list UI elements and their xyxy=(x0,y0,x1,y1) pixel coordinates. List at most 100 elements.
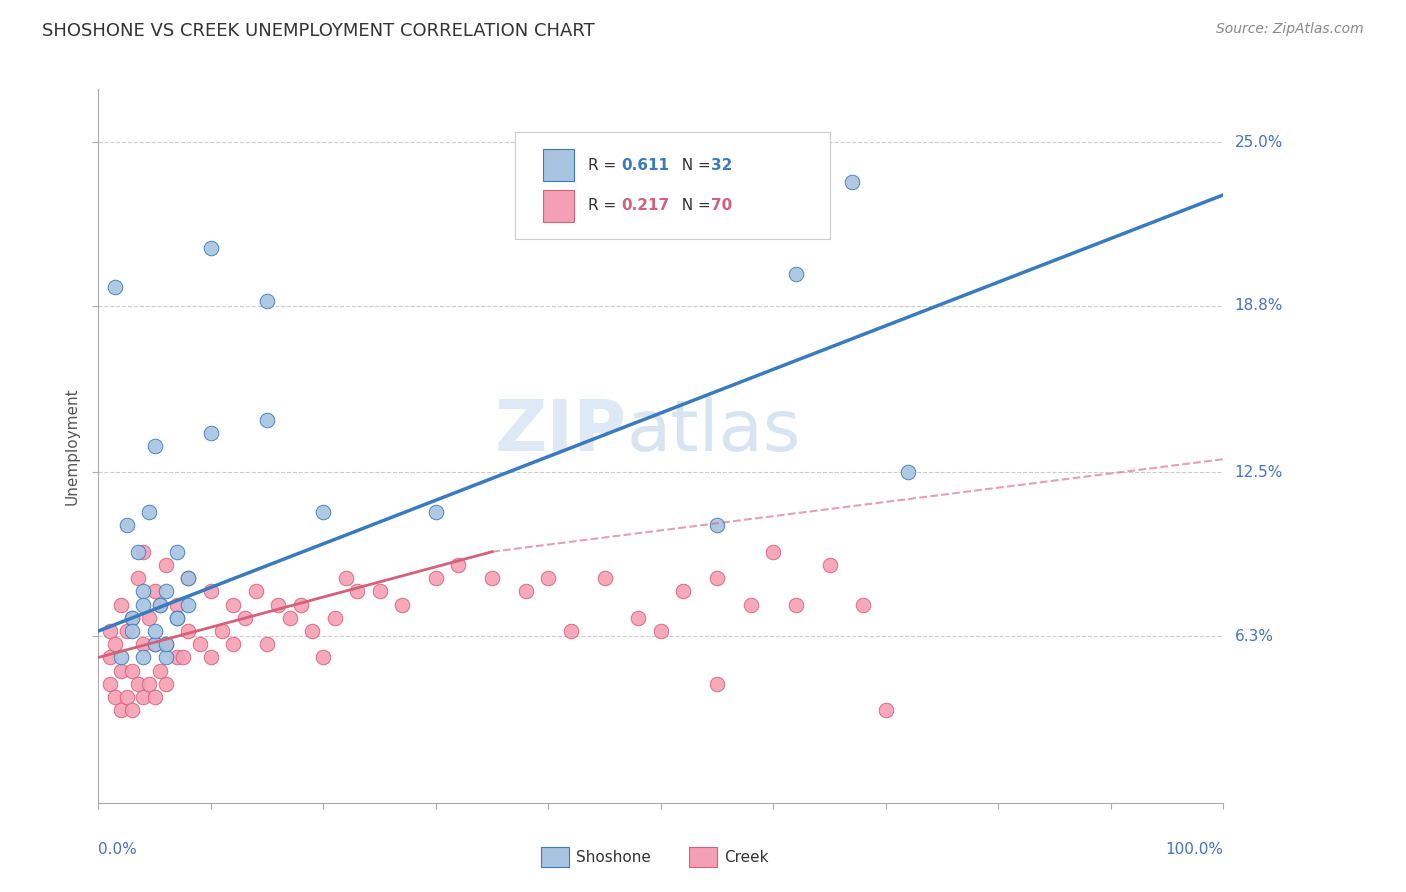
Point xyxy=(166,598,188,612)
Point xyxy=(121,624,143,638)
Point xyxy=(447,558,470,572)
Point xyxy=(132,598,155,612)
Point xyxy=(515,584,537,599)
Point xyxy=(172,650,194,665)
Point xyxy=(425,505,447,519)
Text: R =: R = xyxy=(588,158,621,173)
Text: 32: 32 xyxy=(711,158,733,173)
Point xyxy=(706,518,728,533)
Point xyxy=(200,241,222,255)
Point xyxy=(115,518,138,533)
Point xyxy=(301,624,323,638)
Point xyxy=(155,677,177,691)
FancyBboxPatch shape xyxy=(543,149,574,181)
Point xyxy=(127,677,149,691)
Text: 70: 70 xyxy=(711,198,733,213)
Point xyxy=(481,571,503,585)
Text: R =: R = xyxy=(588,198,621,213)
Point xyxy=(672,584,695,599)
Point xyxy=(177,571,200,585)
Point xyxy=(115,624,138,638)
Point xyxy=(200,425,222,440)
Point xyxy=(132,545,155,559)
Point xyxy=(121,611,143,625)
Point xyxy=(143,584,166,599)
Point xyxy=(233,611,256,625)
Text: N =: N = xyxy=(672,158,716,173)
Point xyxy=(132,637,155,651)
Point xyxy=(312,650,335,665)
Point xyxy=(104,637,127,651)
Point xyxy=(188,637,211,651)
Point xyxy=(121,664,143,678)
Point xyxy=(110,650,132,665)
Point xyxy=(155,558,177,572)
Text: 100.0%: 100.0% xyxy=(1166,842,1223,857)
Point xyxy=(143,637,166,651)
Text: 0.0%: 0.0% xyxy=(98,842,138,857)
Point xyxy=(785,598,807,612)
Point xyxy=(110,703,132,717)
Point xyxy=(104,690,127,704)
Point xyxy=(323,611,346,625)
Point xyxy=(290,598,312,612)
Point xyxy=(143,439,166,453)
Point xyxy=(98,624,121,638)
Point xyxy=(368,584,391,599)
Text: Source: ZipAtlas.com: Source: ZipAtlas.com xyxy=(1216,22,1364,37)
Point xyxy=(650,624,672,638)
Point xyxy=(138,611,160,625)
Point xyxy=(138,505,160,519)
Point xyxy=(149,598,172,612)
Point xyxy=(166,650,188,665)
Point xyxy=(706,677,728,691)
Point xyxy=(110,598,132,612)
Point xyxy=(132,690,155,704)
Text: 0.611: 0.611 xyxy=(621,158,669,173)
Point xyxy=(110,664,132,678)
Point xyxy=(166,611,188,625)
Point xyxy=(127,571,149,585)
FancyBboxPatch shape xyxy=(515,132,830,239)
Y-axis label: Unemployment: Unemployment xyxy=(65,387,80,505)
Point xyxy=(278,611,301,625)
Point xyxy=(391,598,413,612)
Point xyxy=(706,571,728,585)
Point xyxy=(143,690,166,704)
Point xyxy=(104,280,127,294)
Text: Shoshone: Shoshone xyxy=(576,850,651,864)
Point xyxy=(166,545,188,559)
Point xyxy=(143,624,166,638)
Point xyxy=(537,571,560,585)
Point xyxy=(256,412,278,426)
Point xyxy=(177,571,200,585)
Point xyxy=(138,677,160,691)
Point xyxy=(115,690,138,704)
Point xyxy=(200,650,222,665)
Point xyxy=(143,637,166,651)
Point xyxy=(211,624,233,638)
Point xyxy=(346,584,368,599)
Text: 6.3%: 6.3% xyxy=(1234,629,1274,644)
Point xyxy=(841,175,863,189)
Text: N =: N = xyxy=(672,198,716,213)
Point xyxy=(560,624,582,638)
Text: atlas: atlas xyxy=(627,397,801,467)
Point xyxy=(335,571,357,585)
Text: 12.5%: 12.5% xyxy=(1234,465,1282,480)
Point xyxy=(875,703,897,717)
Point xyxy=(155,584,177,599)
Point xyxy=(593,571,616,585)
Point xyxy=(166,611,188,625)
Point xyxy=(121,703,143,717)
Point xyxy=(256,637,278,651)
Point xyxy=(785,267,807,281)
Point xyxy=(627,611,650,625)
FancyBboxPatch shape xyxy=(543,190,574,222)
Point xyxy=(121,611,143,625)
Point xyxy=(740,598,762,612)
Text: 0.217: 0.217 xyxy=(621,198,669,213)
Point xyxy=(222,637,245,651)
Point xyxy=(256,293,278,308)
Point xyxy=(897,466,920,480)
